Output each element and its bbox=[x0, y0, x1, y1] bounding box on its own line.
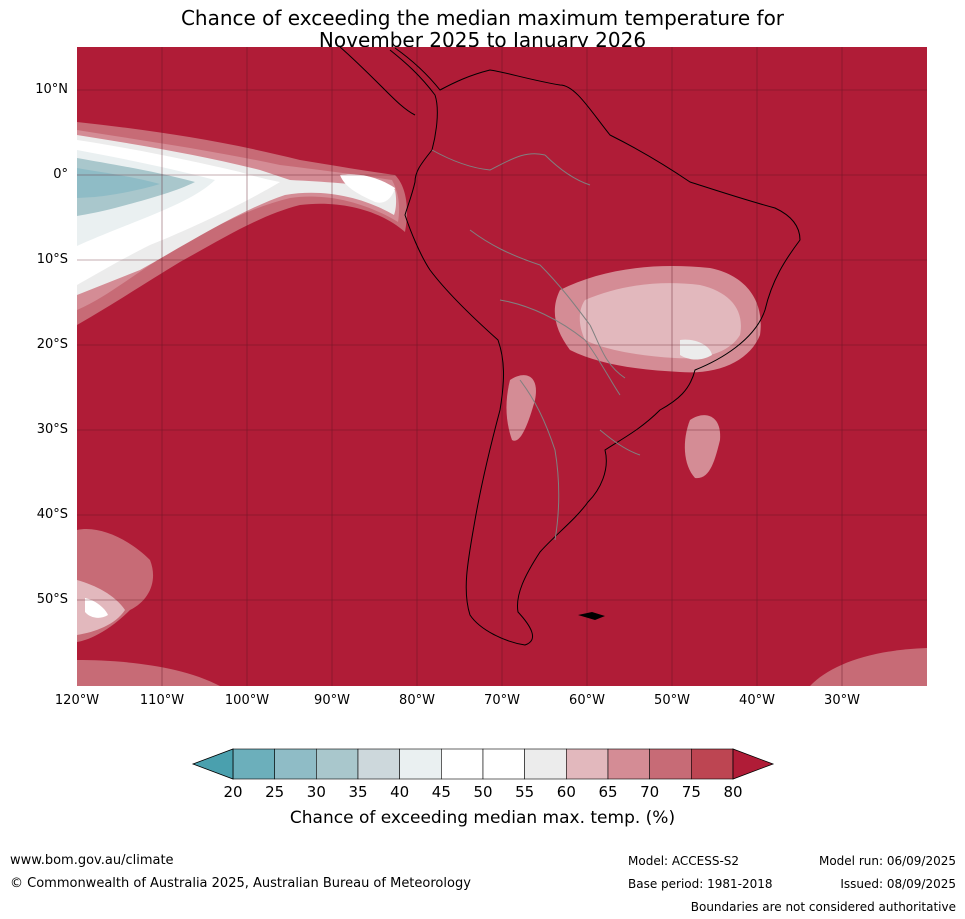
colorbar-box bbox=[566, 748, 609, 780]
colorbar-box bbox=[274, 748, 317, 780]
footer-base-period: Base period: 1981-2018 bbox=[628, 877, 773, 891]
footer-copyright: © Commonwealth of Australia 2025, Austra… bbox=[10, 876, 471, 891]
brazil-anomaly bbox=[554, 266, 761, 373]
lon-label-50w: 50°W bbox=[654, 693, 690, 708]
central-america-coastline bbox=[339, 46, 416, 116]
lon-label-90w: 90°W bbox=[314, 693, 350, 708]
colorbar-tick-label: 65 bbox=[598, 783, 618, 801]
falkland-islands bbox=[578, 612, 605, 620]
colorbar-box bbox=[607, 748, 650, 780]
equatorial-pacific-anomaly bbox=[77, 122, 407, 325]
lon-label-80w: 80°W bbox=[399, 693, 435, 708]
south-america-coastline bbox=[389, 47, 801, 646]
colorbar-tick-label: 35 bbox=[348, 783, 368, 801]
grid-lines bbox=[77, 47, 927, 686]
colorbar-tick-label: 50 bbox=[473, 783, 493, 801]
colorbar-tick-label: 70 bbox=[640, 783, 660, 801]
colorbar-tick-label: 25 bbox=[265, 783, 285, 801]
footer-website: www.bom.gov.au/climate bbox=[10, 853, 174, 868]
colorbar-tick-label: 80 bbox=[723, 783, 743, 801]
footer-boundaries-note: Boundaries are not considered authoritat… bbox=[690, 900, 956, 914]
lon-label-40w: 40°W bbox=[739, 693, 775, 708]
lon-label-70w: 70°W bbox=[484, 693, 520, 708]
colorbar-tick-label: 20 bbox=[223, 783, 243, 801]
colorbar-box bbox=[357, 748, 400, 780]
colorbar-boxes bbox=[232, 748, 734, 780]
lat-label-0: 0° bbox=[53, 167, 68, 182]
colorbar-box bbox=[399, 748, 442, 780]
lat-label-20s: 20°S bbox=[36, 337, 68, 352]
colorbar-tick-label: 45 bbox=[431, 783, 451, 801]
country-borders bbox=[431, 149, 641, 541]
colorbar-tick-label: 75 bbox=[681, 783, 701, 801]
lat-label-10n: 10°N bbox=[35, 82, 68, 97]
colorbar bbox=[191, 748, 775, 780]
colorbar-tick-label: 30 bbox=[306, 783, 326, 801]
lat-label-30s: 30°S bbox=[36, 422, 68, 437]
lon-label-60w: 60°W bbox=[569, 693, 605, 708]
minor-anomalies bbox=[77, 375, 927, 686]
lon-label-30w: 30°W bbox=[824, 693, 860, 708]
colorbar-box bbox=[441, 748, 484, 780]
lat-label-10s: 10°S bbox=[36, 252, 68, 267]
colorbar-tick-label: 60 bbox=[556, 783, 576, 801]
colorbar-box bbox=[691, 748, 734, 780]
lon-label-120w: 120°W bbox=[54, 693, 100, 708]
map-title-line-1: Chance of exceeding the median maximum t… bbox=[180, 6, 785, 30]
colorbar-box bbox=[482, 748, 525, 780]
colorbar-label: Chance of exceeding median max. temp. (%… bbox=[289, 808, 676, 828]
colorbar-lower-arrow bbox=[191, 748, 234, 780]
colorbar-tick-label: 40 bbox=[390, 783, 410, 801]
colorbar-box bbox=[316, 748, 359, 780]
footer-issued: Issued: 08/09/2025 bbox=[840, 877, 956, 891]
colorbar-box bbox=[524, 748, 567, 780]
lat-label-50s: 50°S bbox=[36, 592, 68, 607]
footer-model: Model: ACCESS-S2 bbox=[628, 854, 740, 868]
colorbar-box bbox=[649, 748, 692, 780]
colorbar-box bbox=[232, 748, 275, 780]
colorbar-tick-label: 55 bbox=[515, 783, 535, 801]
lat-label-40s: 40°S bbox=[36, 507, 68, 522]
lon-label-110w: 110°W bbox=[139, 693, 185, 708]
colorbar-upper-arrow bbox=[732, 748, 775, 780]
footer-model-run: Model run: 06/09/2025 bbox=[818, 854, 956, 868]
lon-label-100w: 100°W bbox=[224, 693, 270, 708]
probability-map bbox=[77, 46, 927, 686]
